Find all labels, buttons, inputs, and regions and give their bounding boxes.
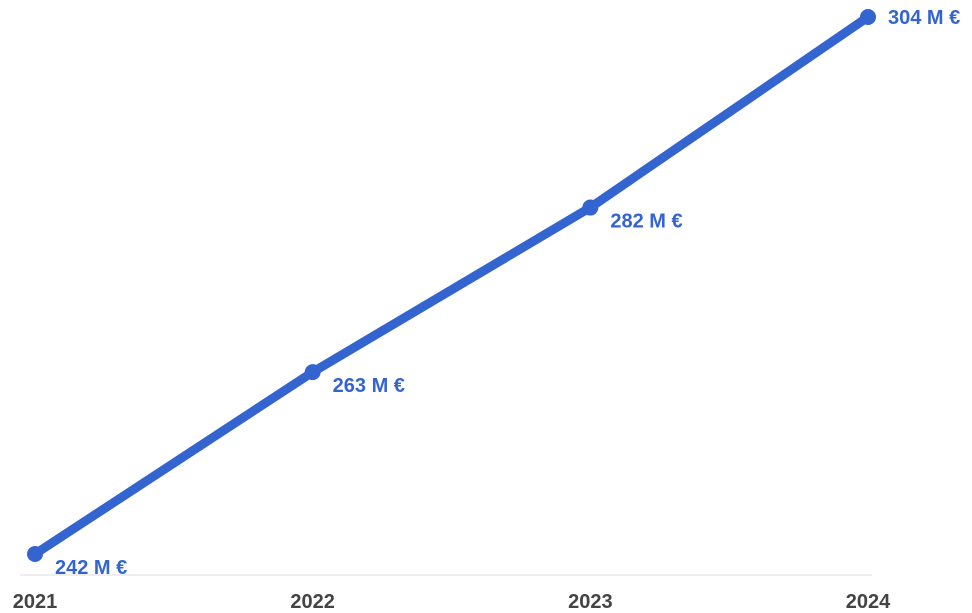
data-labels: 242 M € 263 M € 282 M € 304 M € xyxy=(55,7,960,579)
x-tick-label-2023: 2023 xyxy=(568,591,613,613)
data-label-2021: 242 M € xyxy=(55,557,127,579)
data-points xyxy=(27,9,876,562)
data-point-2024 xyxy=(860,9,876,25)
series-line xyxy=(30,12,873,559)
data-label-2022: 263 M € xyxy=(333,375,405,397)
data-label-2024: 304 M € xyxy=(888,7,960,29)
data-label-2023: 282 M € xyxy=(610,211,682,233)
x-tick-label-2021: 2021 xyxy=(13,591,58,613)
x-tick-label-2022: 2022 xyxy=(290,591,335,613)
data-point-2023 xyxy=(582,199,599,216)
x-tick-labels: 2021 2022 2023 2024 xyxy=(13,591,891,613)
data-point-2021 xyxy=(27,546,43,562)
x-tick-label-2024: 2024 xyxy=(846,591,891,613)
data-point-2022 xyxy=(304,364,321,381)
